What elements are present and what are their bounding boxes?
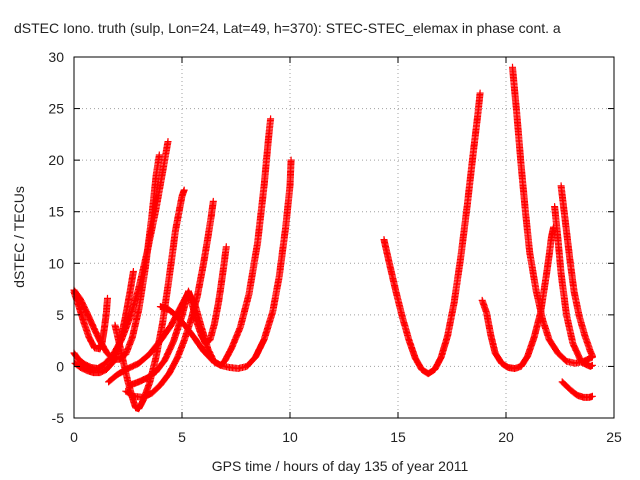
y-tick-label: 5 <box>56 307 64 323</box>
plus-markers <box>126 243 230 389</box>
y-tick-label: 30 <box>48 49 64 65</box>
y-axis-label: dSTEC / TECUs <box>11 186 27 288</box>
y-tick-label: 20 <box>48 152 64 168</box>
x-tick-label: 5 <box>178 429 186 445</box>
x-tick-label: 15 <box>390 429 406 445</box>
plus-markers <box>380 89 484 378</box>
plus-markers <box>551 203 596 370</box>
series-track <box>126 243 230 389</box>
y-tick-label: 25 <box>48 101 64 117</box>
axis-ticks: 0 5 10 15 20 25 -5 0 5 10 15 20 25 30 <box>48 49 622 445</box>
plus-markers <box>156 156 295 372</box>
series-track <box>478 223 557 372</box>
x-tick-label: 20 <box>498 429 514 445</box>
plot-frame <box>73 56 615 419</box>
data-points <box>70 63 596 413</box>
x-tick-label: 10 <box>282 429 298 445</box>
series-track <box>509 63 596 367</box>
plus-markers <box>478 223 557 372</box>
y-tick-label: -5 <box>52 410 65 426</box>
series-track <box>380 89 484 378</box>
y-tick-label: 0 <box>56 358 64 374</box>
x-axis-label: GPS time / hours of day 135 of year 2011 <box>212 458 469 474</box>
plus-markers <box>509 63 596 367</box>
plus-markers <box>558 378 596 401</box>
y-tick-label: 15 <box>48 204 64 220</box>
x-tick-label: 25 <box>606 429 622 445</box>
plus-markers <box>557 182 596 360</box>
y-tick-label: 10 <box>48 255 64 271</box>
chart-title: dSTEC Iono. truth (sulp, Lon=24, Lat=49,… <box>14 20 561 36</box>
series-track <box>156 156 295 372</box>
series-track <box>557 182 596 360</box>
series-track <box>551 203 596 370</box>
x-tick-label: 0 <box>70 429 78 445</box>
grid <box>74 57 614 418</box>
series-track <box>558 378 596 401</box>
